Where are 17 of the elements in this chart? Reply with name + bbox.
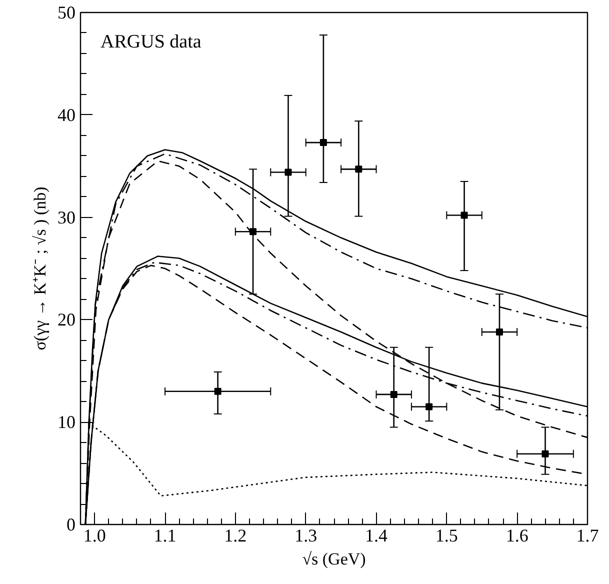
x-tick-label: 1.1 [154,526,176,546]
y-tick-label: 0 [66,514,76,534]
y-tick-label: 40 [58,104,76,125]
x-tick-label: 1.5 [435,526,458,546]
x-tick-label: 1.0 [83,526,106,546]
x-tick-label: 1.2 [224,526,247,546]
x-tick-label: 1.3 [294,526,318,546]
x-tick-label: 1.4 [365,526,388,546]
y-tick-label: 30 [58,207,76,228]
x-axis-title: √s (GeV) [302,550,366,568]
y-tick-label: 50 [58,2,76,22]
x-tick-label: 1.6 [506,526,528,546]
y-tick-label: 10 [58,412,76,432]
y-axis-title: σ(γγ → K⁺K⁻ ; √s ) (nb) [30,186,50,350]
annotation: ARGUS data [100,32,202,52]
y-tick-label: 20 [58,310,76,330]
x-tick-label: 1.7 [576,526,599,546]
